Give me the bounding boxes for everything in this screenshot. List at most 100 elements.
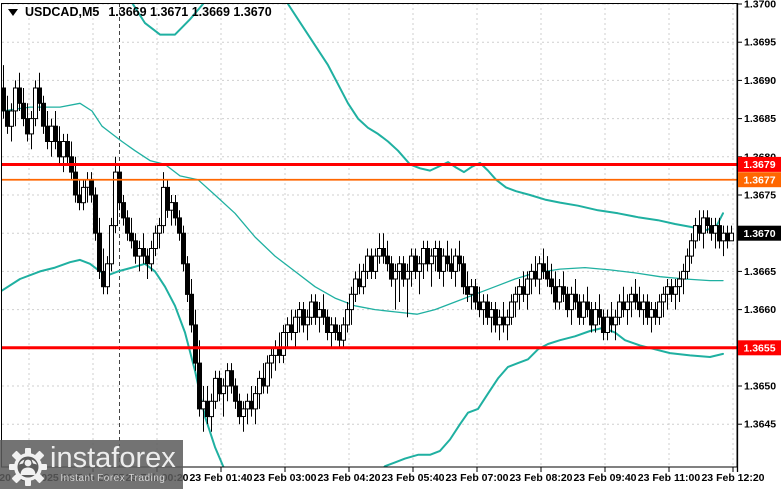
bull-candle-body <box>281 332 286 356</box>
bear-candle-body <box>249 400 254 410</box>
bull-candle-body <box>397 263 402 272</box>
bull-candle-body <box>341 324 346 341</box>
bear-candle-body <box>573 293 578 303</box>
bull-candle-body <box>169 202 174 211</box>
bear-candle-body <box>181 232 186 265</box>
bear-candle-body <box>357 278 362 288</box>
bear-candle-body <box>325 316 330 334</box>
plot-frame <box>1 3 739 472</box>
bear-candle-body <box>473 286 478 303</box>
bear-candle-body <box>437 248 442 272</box>
bull-candle-body <box>257 377 262 395</box>
symbol-timeframe-label: USDCAD,M5 <box>25 5 100 19</box>
bull-candle-body <box>317 309 322 318</box>
price-axis-label: 1.3660 <box>744 304 776 316</box>
bear-candle-body <box>93 194 98 234</box>
bear-candle-body <box>165 186 170 211</box>
bull-candle-body <box>729 232 734 242</box>
bull-candle-body <box>421 248 426 265</box>
bear-candle-body <box>97 232 102 272</box>
bear-candle-body <box>549 278 554 288</box>
bull-candle-body <box>429 255 434 265</box>
bull-candle-body <box>137 248 142 257</box>
price-axis-label: 1.3650 <box>744 381 776 393</box>
bull-candle-body <box>297 309 302 318</box>
price-axis-label: 1.3665 <box>744 266 776 278</box>
level-badge-1.3655 <box>738 340 781 356</box>
bull-candle-body <box>489 309 494 318</box>
bull-candle-body <box>581 301 586 318</box>
bull-candle-body <box>605 316 610 334</box>
bear-candle-body <box>121 202 126 219</box>
bear-candle-body <box>565 293 570 311</box>
chart-dropdown-icon[interactable] <box>8 8 18 16</box>
bull-candle-body <box>213 377 218 402</box>
bear-candle-body <box>25 118 30 135</box>
bear-candle-body <box>65 141 70 158</box>
broker-watermark: instaforex Instant Forex Trading <box>0 440 183 489</box>
bull-candle-body <box>349 293 354 311</box>
bear-candle-body <box>237 400 242 418</box>
bull-candle-body <box>13 87 18 112</box>
bull-candle-body <box>517 286 522 295</box>
bull-candle-body <box>677 278 682 288</box>
bollinger-lower-band <box>2 258 724 467</box>
bull-candle-body <box>305 316 310 326</box>
bull-candle-body <box>625 301 630 311</box>
bear-candle-body <box>89 179 94 196</box>
bull-candle-body <box>149 248 154 265</box>
bull-candle-body <box>469 286 474 295</box>
time-axis-label: 23 Feb 01:40 <box>189 472 252 484</box>
bull-candle-body <box>225 370 230 387</box>
bull-candle-body <box>201 400 206 410</box>
bear-candle-body <box>385 255 390 265</box>
bear-candle-body <box>637 301 642 311</box>
bull-candle-body <box>557 286 562 303</box>
bull-candle-body <box>441 255 446 272</box>
bull-candle-body <box>617 301 622 318</box>
bull-candle-body <box>9 110 14 127</box>
bear-candle-body <box>485 301 490 318</box>
time-axis-label: 23 Feb 12:20 <box>701 472 764 484</box>
bull-candle-body <box>417 263 422 272</box>
bull-candle-body <box>293 316 298 334</box>
bull-candle-body <box>245 400 250 410</box>
bear-candle-body <box>173 202 178 219</box>
price-axis-label: 1.3645 <box>744 419 776 431</box>
bear-candle-body <box>465 286 470 295</box>
bear-candle-body <box>21 102 26 120</box>
bear-candle-body <box>457 255 462 265</box>
bull-candle-body <box>613 316 618 326</box>
bear-candle-body <box>301 309 306 326</box>
bear-candle-body <box>709 225 714 234</box>
bear-candle-body <box>5 110 10 127</box>
bear-candle-body <box>725 232 730 242</box>
bear-candle-body <box>129 232 134 242</box>
bull-candle-body <box>61 141 66 158</box>
price-badges: 1.3679 1.3677 1.3655 1.3670 <box>738 156 781 356</box>
bear-candle-body <box>413 255 418 272</box>
bear-candle-body <box>533 270 538 280</box>
time-axis-label: 23 Feb 04:20 <box>317 472 380 484</box>
bid-price-badge <box>738 225 781 241</box>
bear-candle-body <box>177 217 182 234</box>
bull-candle-body <box>221 385 226 395</box>
time-axis-label: 23 Feb 07:00 <box>445 472 508 484</box>
bear-candle-body <box>2 87 6 112</box>
bear-candle-body <box>645 301 650 318</box>
bear-candle-body <box>545 270 550 280</box>
bear-candle-body <box>133 240 138 257</box>
level-badge-1.3679-label: 1.3679 <box>743 159 775 171</box>
bull-candle-body <box>109 225 114 265</box>
instaforex-tagline-label: Instant Forex Trading <box>60 473 166 484</box>
bear-candle-body <box>597 309 602 318</box>
bear-candle-body <box>117 171 122 204</box>
bid-price-badge-label: 1.3670 <box>743 228 775 240</box>
bear-candle-body <box>541 263 546 272</box>
bear-candle-body <box>17 87 22 104</box>
bull-candle-body <box>657 301 662 318</box>
bear-candle-body <box>185 263 190 295</box>
bear-candle-body <box>633 293 638 303</box>
price-axis[interactable]: 1.37001.36951.36901.36851.36801.36751.36… <box>737 0 776 431</box>
